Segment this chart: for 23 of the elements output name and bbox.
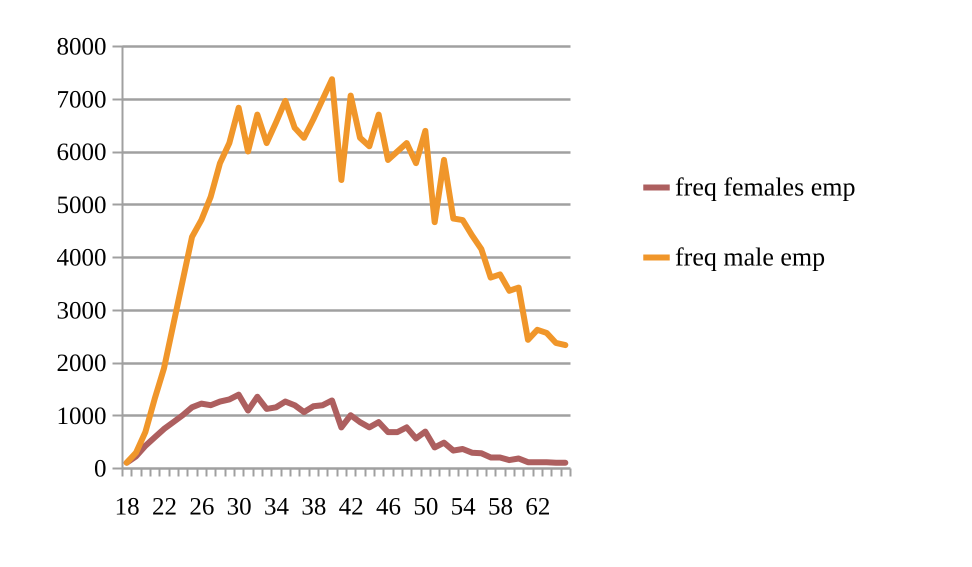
y-tick-label: 0: [94, 456, 106, 482]
x-tick-label: 22: [152, 494, 177, 520]
y-tick-label: 2000: [56, 350, 106, 377]
x-tick-label: 58: [488, 494, 513, 520]
x-tick-label: 54: [450, 494, 476, 520]
x-tick-label: 30: [226, 494, 252, 520]
x-tick-label: 34: [264, 494, 290, 520]
x-tick-label: 50: [413, 494, 438, 520]
x-tick-label: 18: [114, 494, 140, 520]
x-tick-label: 62: [525, 494, 550, 520]
y-tick-label: 7000: [56, 86, 106, 114]
y-tick-label: 8000: [56, 34, 106, 60]
y-tick-label: 3000: [56, 297, 106, 324]
legend-label: freq male emp: [675, 242, 826, 272]
x-tick-label: 42: [338, 494, 364, 520]
y-tick-label: 6000: [56, 139, 106, 166]
y-tick-label: 5000: [56, 192, 106, 219]
x-tick-label: 38: [301, 494, 326, 520]
x-tick-label: 46: [376, 494, 401, 520]
y-tick-label: 1000: [56, 402, 106, 430]
legend-label: freq females emp: [675, 172, 856, 202]
y-tick-label: 4000: [56, 244, 106, 272]
x-tick-label: 26: [189, 494, 214, 520]
